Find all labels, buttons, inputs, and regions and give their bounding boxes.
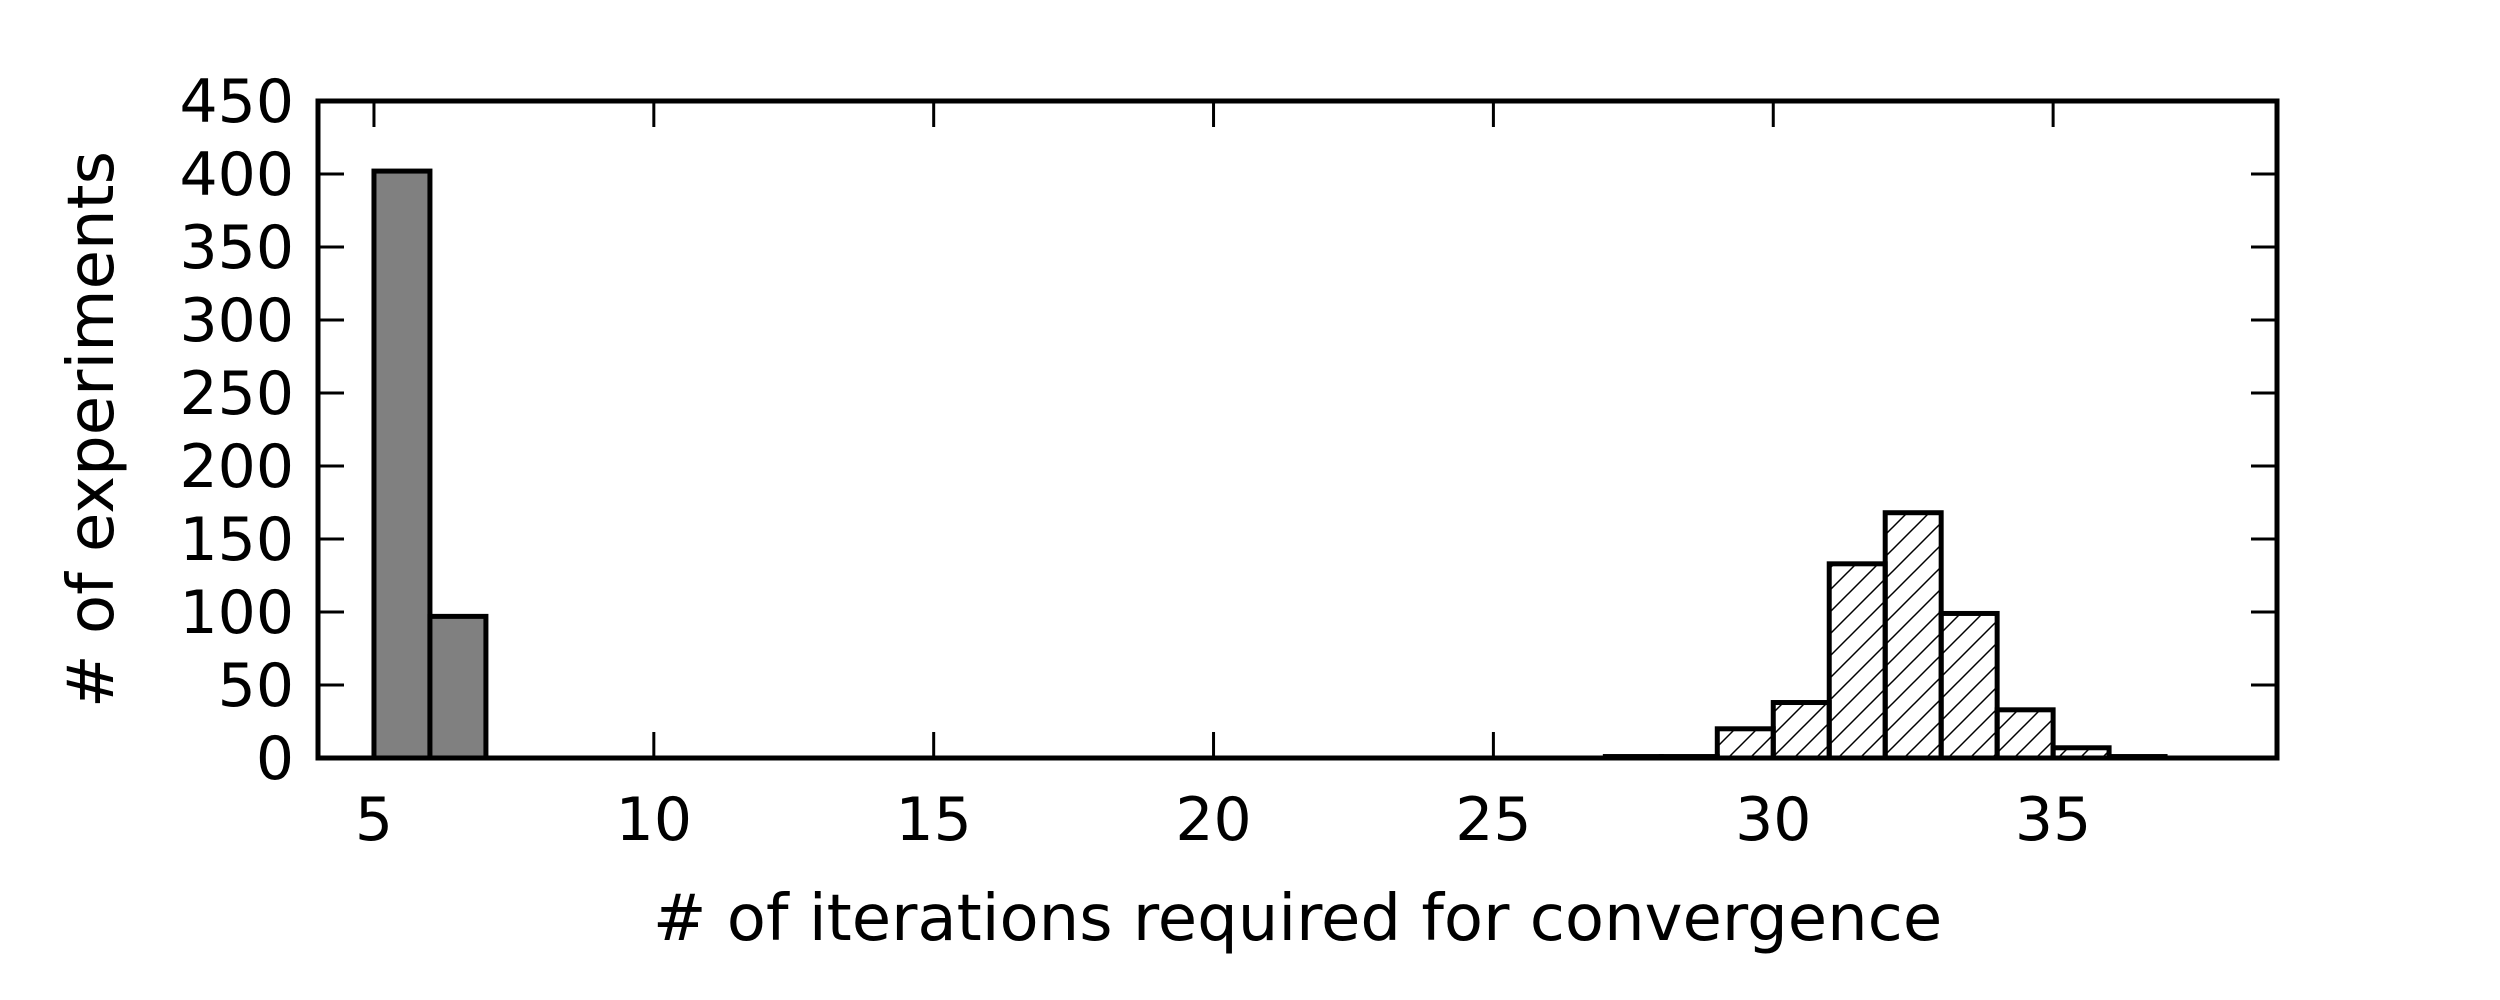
histogram-bar-1-6 (427, 613, 489, 761)
x-tick-label: 20 (1175, 785, 1251, 855)
x-tick-label: 10 (616, 785, 692, 855)
y-tick-label: 300 (179, 286, 294, 356)
histogram-bar-1-5 (371, 168, 433, 761)
y-tick-label: 150 (179, 505, 294, 575)
histogram-bar-2-34 (1994, 707, 2056, 761)
x-tick-label: 35 (2015, 785, 2091, 855)
y-tick-label: 450 (179, 67, 294, 137)
x-tick-label: 30 (1735, 785, 1811, 855)
histogram-bar-2-32 (1882, 510, 1944, 761)
y-tick-label: 200 (179, 432, 294, 502)
x-tick-label: 25 (1455, 785, 1531, 855)
y-tick-label: 100 (179, 578, 294, 648)
histogram-bar-2-31 (1826, 561, 1888, 761)
plot-frame (315, 98, 2280, 761)
y-tick-label: 250 (179, 359, 294, 429)
histogram-bar-2-29 (1714, 726, 1776, 761)
y-tick-label: 350 (179, 213, 294, 283)
y-tick-label: 0 (256, 724, 294, 794)
bars-layer (371, 168, 2168, 761)
histogram-bar-2-33 (1938, 610, 2000, 761)
histogram-bar-2-30 (1770, 700, 1832, 761)
x-tick-label: 15 (896, 785, 972, 855)
y-axis-label: # of experiments (55, 151, 129, 708)
x-axis-label: # of iterations required for convergence (653, 882, 1942, 956)
x-tick-label: 5 (355, 785, 393, 855)
y-tick-label: 400 (179, 140, 294, 210)
y-tick-label: 50 (218, 651, 294, 721)
